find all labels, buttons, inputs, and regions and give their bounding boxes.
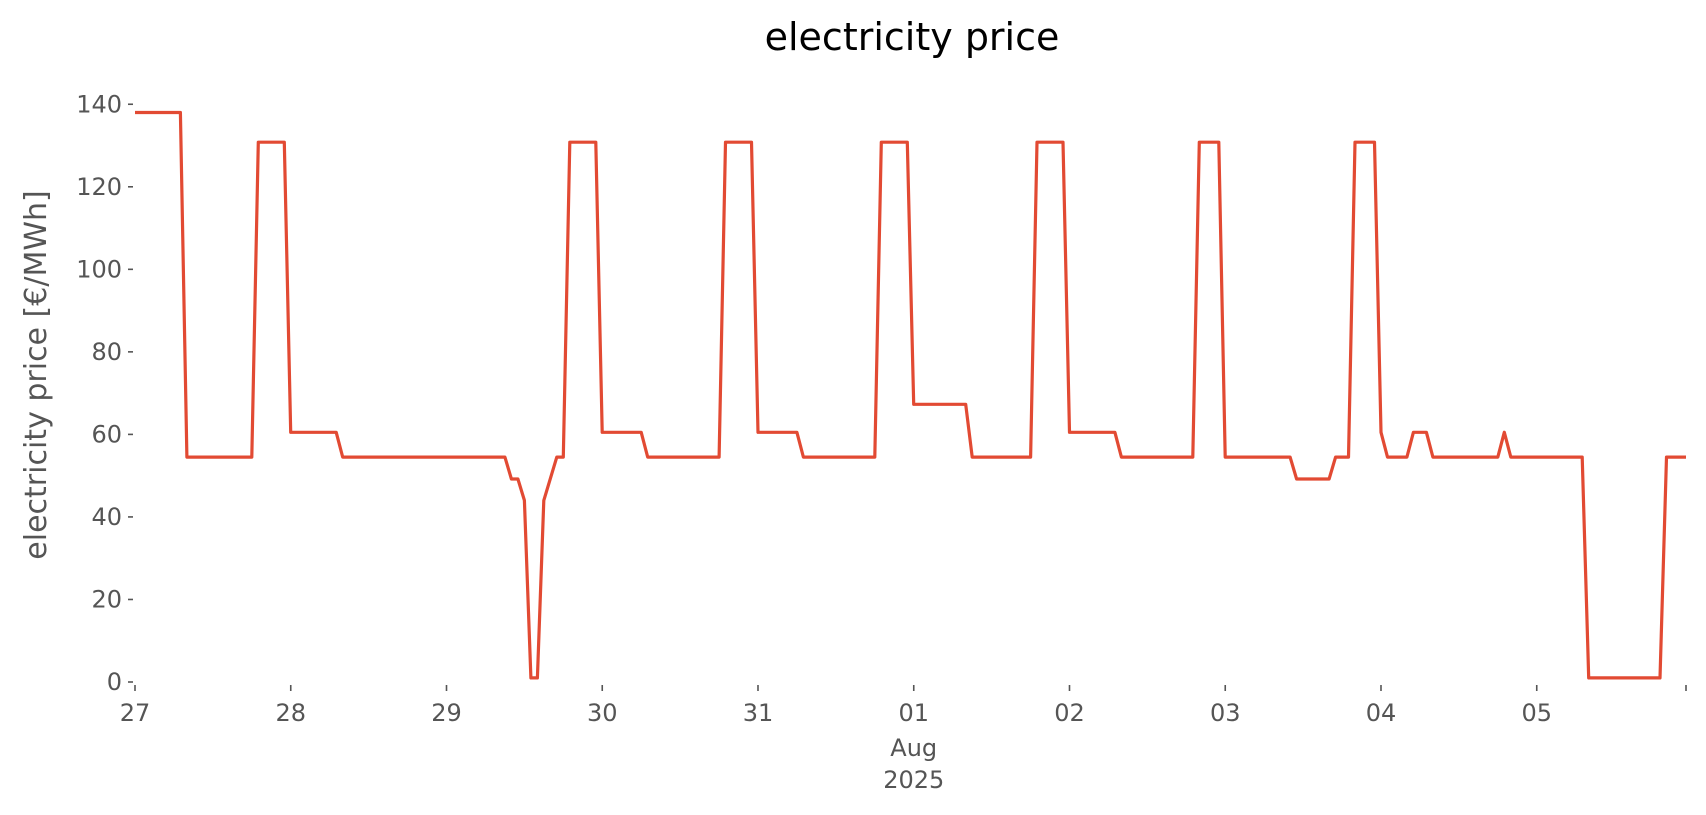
y-tick-label: 0 bbox=[107, 668, 122, 696]
x-tick-label: 02 bbox=[1054, 699, 1085, 727]
x-tick-label: 05 bbox=[1521, 699, 1552, 727]
y-tick-label: 120 bbox=[76, 173, 122, 201]
y-tick-label: 100 bbox=[76, 255, 122, 283]
x-tick-label: 27 bbox=[120, 699, 151, 727]
y-axis: 0 20 40 60 80 100 120 140 bbox=[76, 90, 133, 696]
x-axis: 27 28 29 30 31 01 Aug 2025 02 03 04 05 bbox=[120, 685, 1687, 794]
y-tick-label: 140 bbox=[76, 90, 122, 118]
x-tick-label: 29 bbox=[431, 699, 462, 727]
x-tick-month-label: Aug bbox=[890, 734, 937, 762]
y-tick-label: 20 bbox=[91, 585, 122, 613]
x-tick-label: 31 bbox=[743, 699, 774, 727]
series-line bbox=[135, 110, 1686, 680]
x-tick-year-label: 2025 bbox=[883, 766, 944, 794]
x-tick-label: 03 bbox=[1210, 699, 1241, 727]
x-tick-label: 30 bbox=[587, 699, 618, 727]
x-tick-label: 28 bbox=[275, 699, 306, 727]
y-axis-label: electricity price [€/MWh] bbox=[19, 190, 54, 559]
x-tick-label: 04 bbox=[1366, 699, 1397, 727]
y-tick-label: 40 bbox=[91, 503, 122, 531]
y-tick-label: 60 bbox=[91, 420, 122, 448]
y-tick-label: 80 bbox=[91, 338, 122, 366]
chart-title: electricity price bbox=[765, 15, 1060, 59]
plot-area bbox=[135, 110, 1686, 680]
x-tick-label: 01 bbox=[898, 699, 929, 727]
